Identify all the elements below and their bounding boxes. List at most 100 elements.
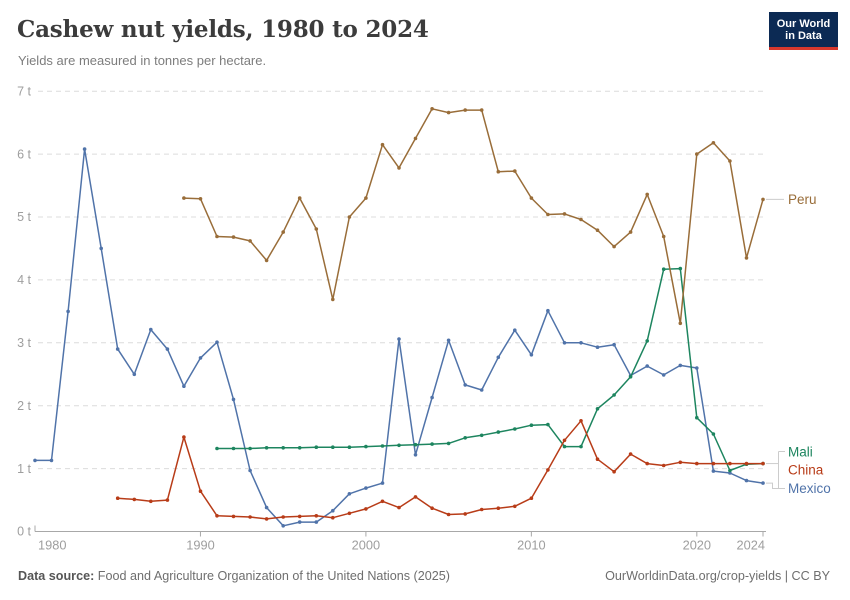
- data-point-marker[interactable]: [645, 461, 649, 466]
- data-point-marker[interactable]: [529, 496, 534, 501]
- series-line-peru[interactable]: [183, 108, 764, 325]
- data-point-marker[interactable]: [496, 169, 501, 174]
- data-point-marker[interactable]: [264, 258, 269, 263]
- data-point-marker[interactable]: [82, 147, 87, 151]
- data-point-marker[interactable]: [281, 524, 286, 528]
- data-point-marker[interactable]: [546, 468, 550, 472]
- data-point-marker[interactable]: [331, 508, 335, 513]
- data-point-marker[interactable]: [314, 227, 319, 231]
- data-point-marker[interactable]: [314, 445, 319, 450]
- data-point-marker[interactable]: [115, 496, 120, 501]
- data-point-marker[interactable]: [165, 498, 170, 502]
- data-point-marker[interactable]: [198, 197, 203, 201]
- data-point-marker[interactable]: [248, 446, 252, 451]
- data-point-marker[interactable]: [761, 197, 765, 202]
- data-point-marker[interactable]: [562, 341, 567, 345]
- data-point-marker[interactable]: [347, 492, 352, 496]
- owid-link[interactable]: OurWorldinData.org/crop-yields | CC BY: [605, 569, 830, 583]
- legend-label-china[interactable]: China: [788, 463, 824, 478]
- data-point-marker[interactable]: [446, 512, 451, 517]
- data-point-marker[interactable]: [711, 461, 716, 466]
- data-point-marker[interactable]: [33, 458, 37, 463]
- data-point-marker[interactable]: [264, 446, 269, 450]
- data-point-marker[interactable]: [331, 445, 335, 450]
- legend-label-mexico[interactable]: Mexico: [788, 481, 831, 496]
- data-point-marker[interactable]: [397, 337, 401, 341]
- data-point-marker[interactable]: [364, 196, 368, 200]
- data-point-marker[interactable]: [761, 481, 765, 485]
- data-point-marker[interactable]: [198, 356, 203, 360]
- series-mali[interactable]: [215, 266, 765, 473]
- data-point-marker[interactable]: [149, 499, 153, 504]
- data-point-marker[interactable]: [215, 234, 219, 239]
- data-point-marker[interactable]: [529, 423, 534, 428]
- data-point-marker[interactable]: [711, 432, 716, 436]
- data-point-marker[interactable]: [397, 505, 401, 510]
- data-point-marker[interactable]: [678, 266, 683, 271]
- data-point-marker[interactable]: [446, 338, 451, 343]
- data-point-marker[interactable]: [248, 239, 252, 243]
- data-point-marker[interactable]: [479, 108, 484, 112]
- data-point-marker[interactable]: [645, 192, 649, 197]
- data-point-marker[interactable]: [314, 520, 319, 524]
- data-point-marker[interactable]: [562, 438, 567, 443]
- data-point-marker[interactable]: [430, 506, 434, 511]
- data-point-marker[interactable]: [711, 141, 716, 145]
- data-point-marker[interactable]: [413, 495, 418, 499]
- data-point-marker[interactable]: [695, 152, 699, 156]
- data-point-marker[interactable]: [595, 345, 600, 350]
- data-point-marker[interactable]: [496, 355, 501, 360]
- series-line-china[interactable]: [116, 420, 764, 520]
- data-point-marker[interactable]: [380, 499, 385, 504]
- data-point-marker[interactable]: [215, 340, 219, 345]
- data-point-marker[interactable]: [612, 393, 616, 397]
- data-point-marker[interactable]: [496, 506, 501, 511]
- data-point-marker[interactable]: [281, 230, 286, 234]
- series-mexico[interactable]: [33, 147, 765, 528]
- data-point-marker[interactable]: [661, 463, 666, 468]
- data-point-marker[interactable]: [248, 515, 252, 519]
- data-point-marker[interactable]: [695, 461, 699, 466]
- data-point-marker[interactable]: [364, 444, 368, 449]
- data-point-marker[interactable]: [579, 444, 583, 449]
- data-point-marker[interactable]: [612, 244, 616, 249]
- data-point-marker[interactable]: [380, 481, 385, 485]
- data-point-marker[interactable]: [347, 215, 352, 219]
- data-point-marker[interactable]: [513, 328, 517, 333]
- data-point-marker[interactable]: [513, 169, 517, 173]
- data-point-marker[interactable]: [546, 422, 550, 427]
- data-point-marker[interactable]: [281, 515, 286, 519]
- data-point-marker[interactable]: [397, 443, 401, 448]
- data-point-marker[interactable]: [347, 511, 352, 516]
- data-point-marker[interactable]: [463, 383, 468, 387]
- data-point-marker[interactable]: [678, 363, 683, 368]
- data-point-marker[interactable]: [546, 212, 550, 217]
- data-point-marker[interactable]: [695, 366, 699, 370]
- series-peru[interactable]: [182, 107, 765, 326]
- data-point-marker[interactable]: [595, 457, 600, 462]
- data-point-marker[interactable]: [529, 196, 534, 200]
- data-point-marker[interactable]: [198, 489, 203, 494]
- data-point-marker[interactable]: [645, 364, 649, 368]
- data-point-marker[interactable]: [695, 415, 699, 420]
- data-point-marker[interactable]: [66, 309, 70, 314]
- data-point-marker[interactable]: [49, 458, 54, 463]
- data-point-marker[interactable]: [612, 342, 616, 347]
- data-point-marker[interactable]: [413, 136, 418, 141]
- data-point-marker[interactable]: [231, 235, 236, 239]
- data-point-marker[interactable]: [231, 397, 236, 402]
- data-point-marker[interactable]: [231, 514, 236, 519]
- data-point-marker[interactable]: [579, 217, 583, 222]
- data-point-marker[interactable]: [182, 435, 186, 439]
- data-point-marker[interactable]: [446, 441, 451, 446]
- data-point-marker[interactable]: [661, 373, 666, 377]
- data-point-marker[interactable]: [231, 446, 236, 451]
- data-point-marker[interactable]: [628, 452, 633, 456]
- data-point-marker[interactable]: [562, 444, 567, 449]
- data-point-marker[interactable]: [463, 436, 468, 440]
- data-point-marker[interactable]: [628, 375, 633, 379]
- data-point-marker[interactable]: [264, 517, 269, 521]
- series-china[interactable]: [115, 419, 765, 521]
- data-point-marker[interactable]: [595, 407, 600, 411]
